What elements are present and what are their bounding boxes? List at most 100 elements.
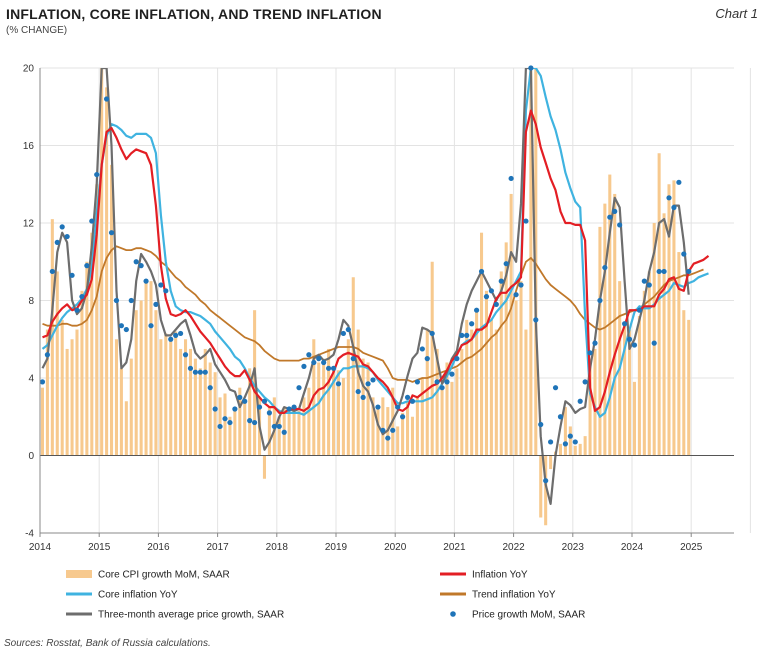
- point: [483, 294, 490, 300]
- legend-item: Trend inflation YoY: [440, 590, 556, 601]
- point: [641, 278, 647, 284]
- point: [567, 433, 573, 439]
- point: [617, 222, 623, 228]
- x-tick-label: 2025: [680, 542, 703, 553]
- point: [350, 356, 356, 362]
- legend-label: Core CPI growth MoM, SAAR: [98, 570, 230, 581]
- point: [311, 359, 317, 366]
- bar: [401, 412, 405, 456]
- bar: [598, 226, 602, 456]
- point: [123, 326, 129, 333]
- point: [626, 336, 633, 342]
- x-tick-label: 2022: [502, 542, 525, 553]
- y-tick-label: -4: [25, 529, 34, 540]
- point: [104, 96, 110, 102]
- bar: [489, 319, 493, 456]
- bar: [558, 443, 562, 456]
- point: [306, 352, 312, 358]
- bar: [613, 193, 617, 456]
- point: [316, 356, 322, 362]
- legend-swatch-bar: [66, 570, 92, 578]
- point: [429, 330, 435, 337]
- point: [74, 307, 80, 313]
- point: [508, 175, 514, 182]
- bar: [687, 319, 691, 456]
- y-tick-label: 20: [23, 64, 35, 75]
- bar: [174, 331, 178, 456]
- point: [671, 204, 677, 211]
- bar: [534, 68, 538, 456]
- bar: [144, 281, 148, 456]
- bar: [213, 372, 217, 456]
- bar: [519, 281, 523, 456]
- bar: [465, 319, 469, 456]
- bar: [578, 443, 582, 456]
- bar: [549, 455, 553, 470]
- point: [133, 259, 139, 265]
- point: [247, 418, 253, 424]
- point: [523, 218, 529, 224]
- point: [291, 404, 297, 410]
- bar: [45, 329, 49, 456]
- point: [666, 195, 672, 201]
- point: [335, 381, 342, 387]
- legend-label: Three-month average price growth, SAAR: [98, 610, 284, 621]
- bar: [105, 87, 109, 456]
- point: [513, 292, 519, 298]
- point: [301, 363, 307, 369]
- bar: [632, 381, 636, 456]
- bar: [75, 329, 79, 456]
- bar: [179, 348, 183, 456]
- point: [69, 272, 75, 278]
- point: [646, 282, 652, 288]
- bar-series: [40, 68, 691, 526]
- point: [656, 268, 662, 275]
- bar: [430, 261, 434, 456]
- point: [256, 404, 263, 410]
- point: [326, 365, 332, 371]
- bar: [277, 416, 281, 456]
- point: [39, 379, 46, 385]
- point: [518, 282, 524, 288]
- point: [400, 414, 406, 420]
- x-tick-label: 2016: [147, 542, 170, 553]
- point: [321, 359, 327, 366]
- bar: [238, 387, 242, 456]
- bar: [415, 397, 419, 456]
- point: [192, 369, 198, 375]
- bar: [336, 370, 340, 456]
- scatter-series: [39, 65, 692, 484]
- bar: [243, 401, 247, 456]
- bar: [573, 445, 577, 456]
- point: [464, 332, 470, 338]
- point: [434, 379, 440, 385]
- point: [207, 385, 213, 391]
- bar: [65, 348, 69, 456]
- point: [187, 365, 194, 371]
- bar: [583, 436, 587, 456]
- point: [345, 326, 351, 333]
- line-inflation-yoy: [42, 109, 710, 414]
- line-three-month-average-price-growth-saar: [41, 68, 690, 505]
- point: [153, 301, 159, 307]
- bar: [188, 348, 192, 456]
- point: [281, 429, 287, 435]
- bar: [287, 410, 291, 456]
- bar: [420, 378, 424, 456]
- point: [548, 439, 554, 445]
- bar: [366, 362, 370, 456]
- bar: [80, 290, 84, 456]
- bar: [494, 329, 498, 456]
- point: [360, 394, 366, 400]
- bar: [544, 455, 548, 526]
- legend-label: Inflation YoY: [472, 570, 528, 581]
- bar: [593, 348, 597, 456]
- point: [128, 297, 134, 304]
- point: [676, 179, 682, 185]
- bar: [55, 271, 59, 456]
- x-tick-label: 2018: [266, 542, 289, 553]
- point: [340, 330, 346, 337]
- point: [94, 171, 100, 178]
- axes: -4 0 4 8 12 16 20 2014 2015 2016 2017 2018 2019 2020 2…: [23, 64, 734, 553]
- bar: [85, 261, 89, 456]
